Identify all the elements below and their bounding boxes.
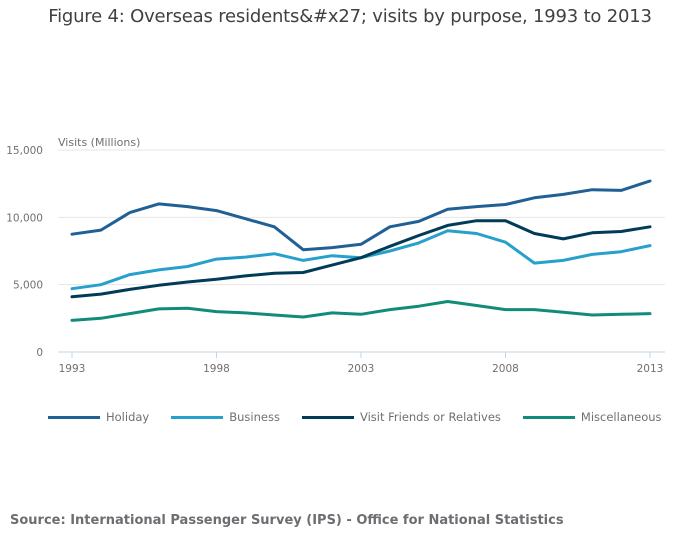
x-tick-label: 1998 [203,363,230,375]
legend-item-business[interactable]: Business [171,410,280,424]
series-line-holiday [70,179,652,252]
legend-swatch-business [171,415,224,419]
legend-swatch-miscellaneous [522,415,575,419]
legend-swatch-holiday [48,415,100,419]
series-line-vfr [70,219,652,299]
y-tick-label: 15,000 [6,145,43,157]
legend-label: Visit Friends or Relatives [359,410,501,424]
legend-swatch-vfr [301,415,354,419]
legend-label: Miscellaneous [580,410,662,424]
series-lines [70,179,652,322]
legend: Holiday Business Visit Friends or Relati… [48,408,684,426]
x-tick-label: 1993 [59,363,86,375]
legend-item-miscellaneous[interactable]: Miscellaneous [522,410,662,424]
legend-label: Holiday [106,410,150,424]
y-axis-label: Visits (Millions) [58,136,140,149]
source-note: Source: International Passenger Survey (… [10,513,564,528]
series-line-miscellaneous [70,300,652,322]
legend-item-vfr[interactable]: Visit Friends or Relatives [301,410,501,424]
x-tick-label: 2003 [348,363,375,375]
x-tick-label: 2013 [637,363,664,375]
legend-label: Business [229,410,280,424]
grid-lines [58,149,665,286]
y-tick-label: 10,000 [6,212,43,224]
y-axis-ticks: 0 5,000 10,000 15,000 [6,145,43,359]
y-tick-label: 5,000 [13,280,43,292]
y-tick-label: 0 [36,347,43,359]
chart-title: Figure 4: Overseas residents&#x27; visit… [48,6,652,27]
x-axis: 1993 1998 2003 2008 2013 [58,351,665,375]
x-tick-label: 2008 [492,363,519,375]
legend-item-holiday[interactable]: Holiday [48,410,149,424]
